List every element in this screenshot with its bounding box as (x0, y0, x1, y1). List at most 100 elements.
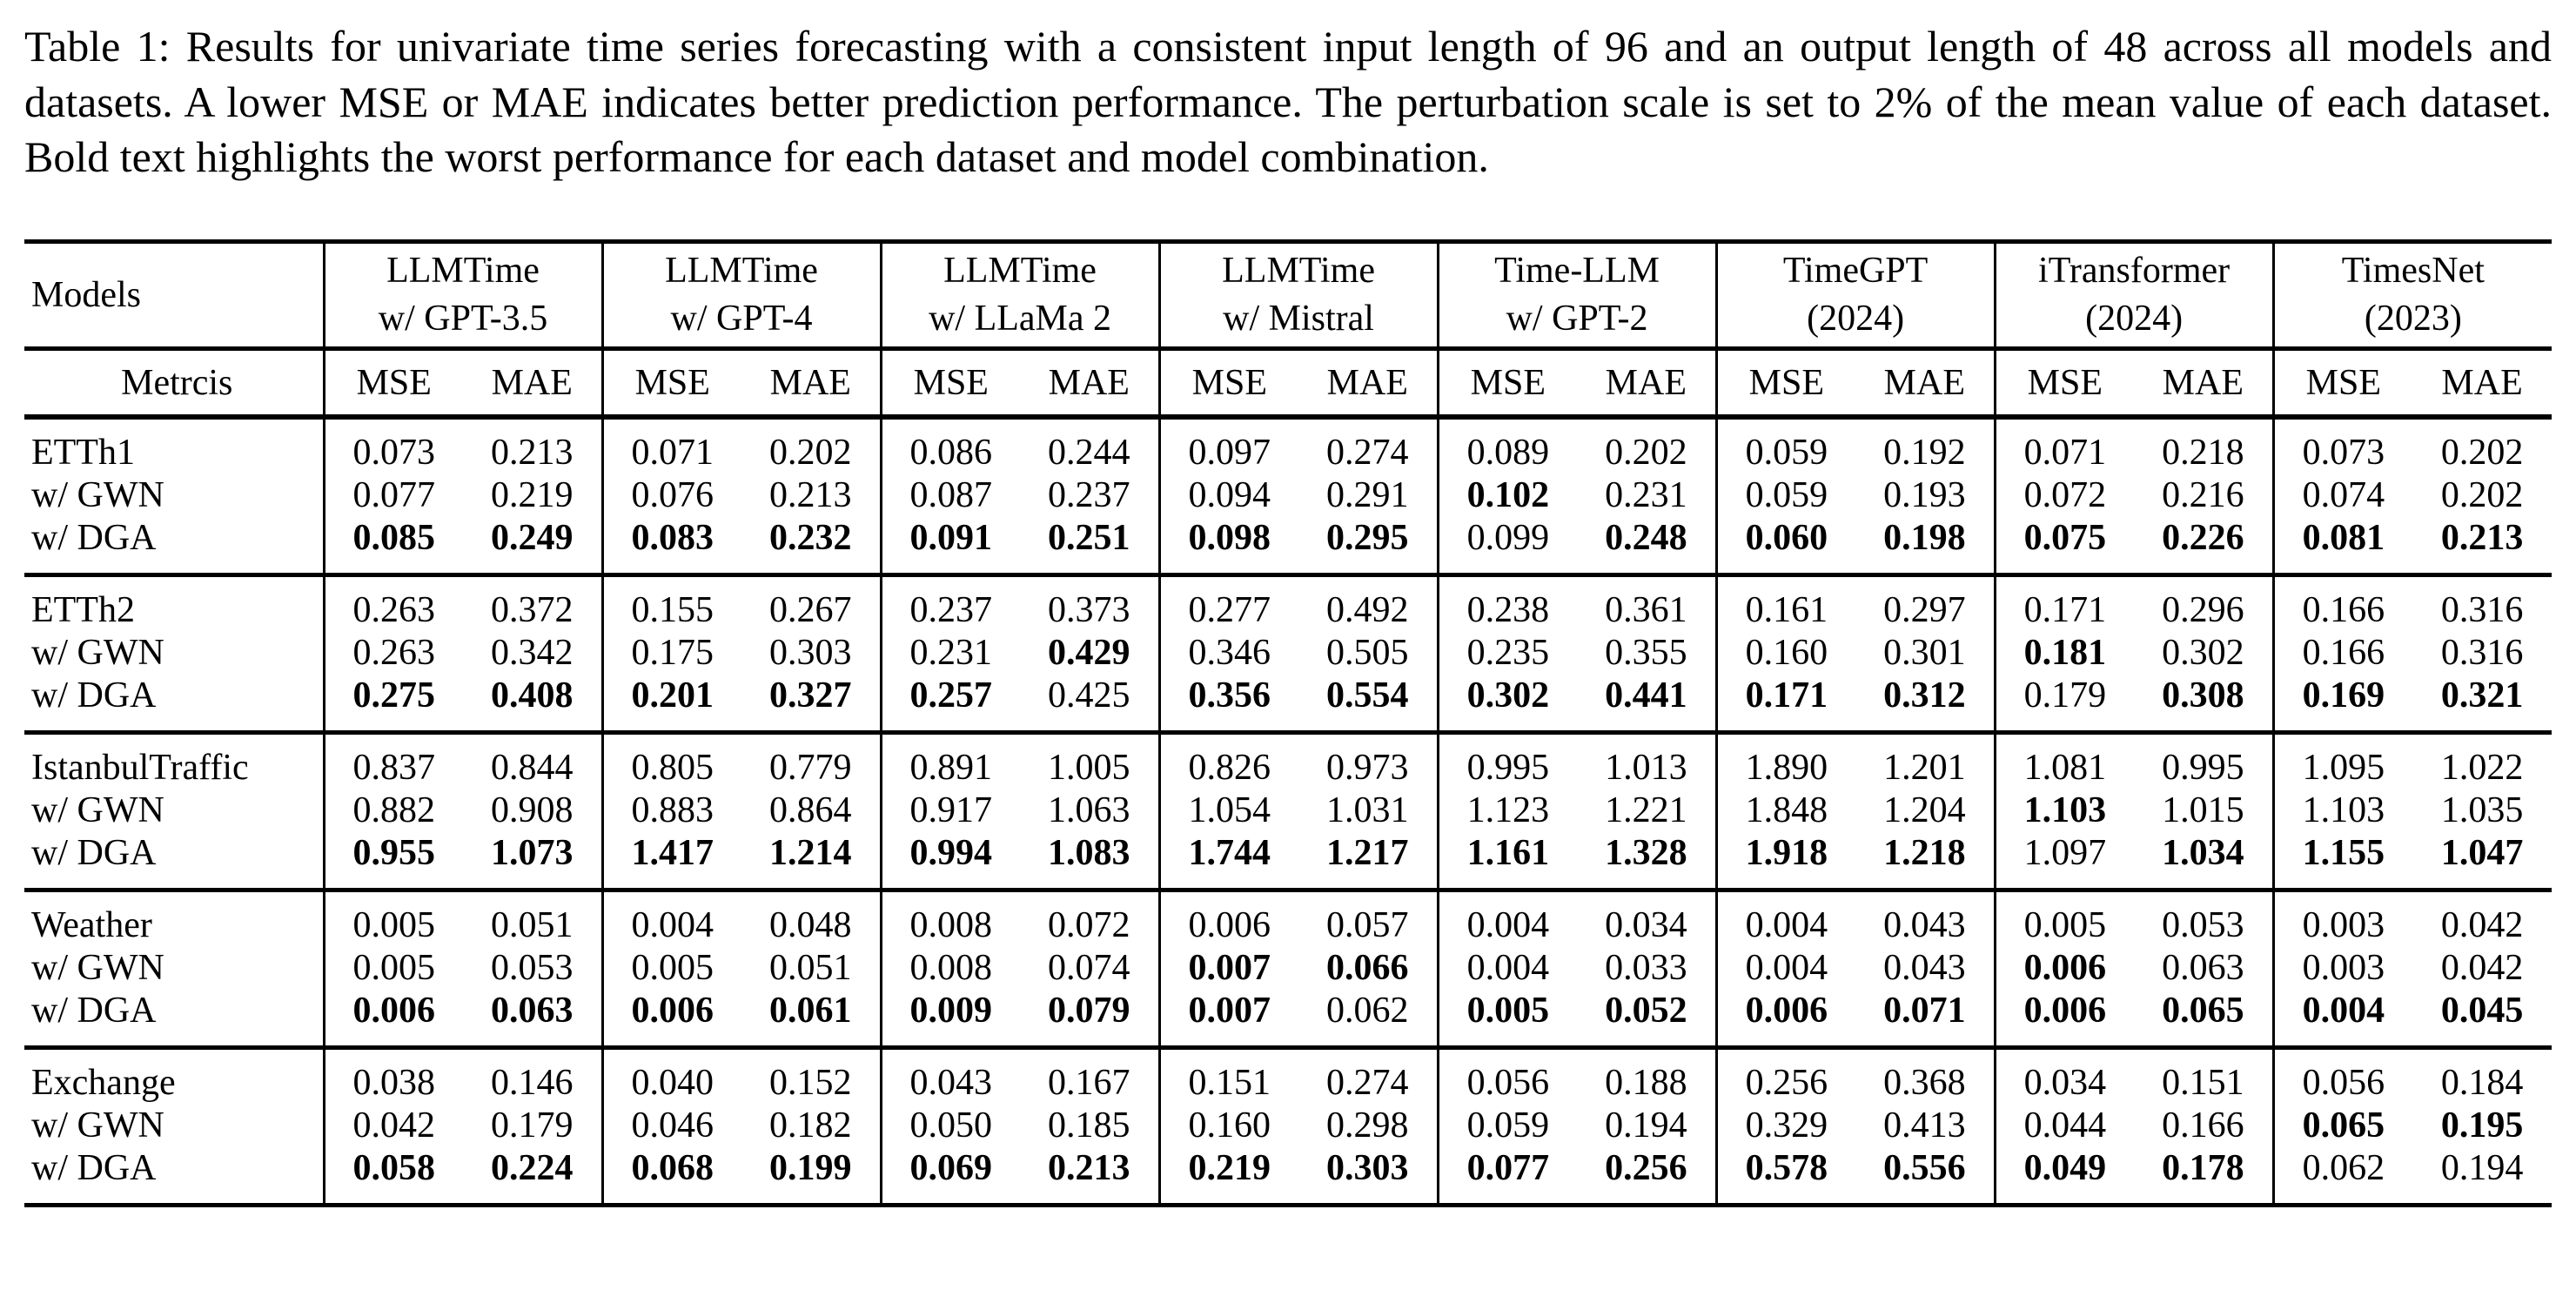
row-label: w/ DGA (31, 675, 157, 716)
metric-header-mae: MAE (2134, 348, 2274, 420)
value-cell: 0.046 (600, 1103, 742, 1147)
metric-header-mae: MAE (2412, 348, 2553, 420)
value-cell: 0.316 (2440, 632, 2524, 673)
value-cell: 0.038 (322, 1047, 463, 1104)
metric-header-mse: MSE (2271, 348, 2413, 420)
value-cell: 1.083 (1048, 832, 1130, 873)
value-cell: 1.103 (2271, 788, 2413, 832)
table-row: w/ GWN 0.263 0.342 0.175 0.303 0.231 0.429 0.34… (24, 630, 2552, 675)
value-cell: 0.034 (1993, 1047, 2135, 1104)
value-cell: 1.218 (1883, 832, 1966, 873)
metric-header-mse: MSE (1993, 348, 2135, 420)
value-cell: 0.908 (491, 789, 574, 830)
value-cell: 0.006 (1714, 989, 1856, 1048)
value-cell: 0.166 (2162, 1105, 2244, 1146)
row-label: w/ GWN (31, 947, 164, 988)
value-cell: 0.043 (879, 1047, 1021, 1104)
value-cell: 0.079 (1048, 990, 1130, 1031)
value-cell: 0.004 (1436, 890, 1578, 946)
model-name-line2: (2024) (1807, 298, 1905, 339)
value-cell: 0.089 (1436, 416, 1578, 474)
value-cell: 0.194 (2440, 1147, 2524, 1188)
dataset-group-etth2: ETTh2 0.263 0.372 0.155 0.267 0.237 0.373 0.277… (24, 574, 2553, 733)
value-cell: 0.006 (600, 989, 742, 1048)
value-cell: 0.179 (491, 1105, 574, 1146)
value-cell: 0.194 (1605, 1105, 1687, 1146)
value-cell: 0.492 (1326, 589, 1409, 630)
model-name-line2: w/ GPT-3.5 (378, 298, 548, 339)
value-cell: 0.219 (491, 474, 574, 515)
value-cell: 1.123 (1436, 788, 1578, 832)
value-cell: 0.179 (1993, 674, 2135, 733)
table-row: w/ DGA 0.275 0.408 0.201 0.327 0.257 0.425 0.35… (24, 674, 2552, 733)
value-cell: 0.040 (600, 1047, 742, 1104)
value-cell: 0.505 (1326, 632, 1409, 673)
value-cell: 0.057 (1326, 904, 1409, 945)
value-cell: 0.006 (1157, 890, 1299, 946)
value-cell: 0.007 (1157, 989, 1299, 1048)
value-cell: 0.062 (1326, 990, 1409, 1031)
value-cell: 0.216 (2162, 474, 2244, 515)
value-cell: 0.224 (491, 1147, 574, 1188)
row-label: w/ GWN (31, 474, 164, 515)
value-cell: 0.077 (322, 473, 463, 517)
value-cell: 0.231 (879, 630, 1021, 675)
value-cell: 0.263 (322, 630, 463, 675)
value-cell: 0.063 (2162, 947, 2244, 988)
value-cell: 0.042 (2440, 904, 2524, 945)
value-cell: 0.232 (769, 517, 852, 558)
value-cell: 0.043 (1883, 904, 1966, 945)
value-cell: 0.178 (2162, 1147, 2244, 1188)
value-cell: 0.072 (1993, 473, 2135, 517)
row-label: w/ GWN (31, 1105, 164, 1146)
value-cell: 0.244 (1048, 432, 1130, 473)
row-label: w/ DGA (31, 517, 157, 558)
value-cell: 0.005 (1993, 890, 2135, 946)
paper-page: Table 1: Results for univariate time ser… (24, 22, 2553, 1207)
value-cell: 1.005 (1048, 747, 1130, 788)
value-cell: 0.198 (1883, 517, 1966, 558)
model-name-line1: LLMTime (1222, 250, 1375, 291)
value-cell: 0.308 (2162, 675, 2244, 716)
model-header-3: LLMTime w/ Mistral (1157, 239, 1439, 352)
value-cell: 0.151 (2162, 1062, 2244, 1103)
dataset-group-weather: Weather 0.005 0.051 0.004 0.048 0.008 0.072 0.0… (24, 890, 2553, 1048)
model-header-0: LLMTime w/ GPT-3.5 (322, 239, 603, 352)
value-cell: 0.161 (1714, 574, 1856, 631)
dataset-group-exchange: Exchange 0.038 0.146 0.040 0.152 0.043 0.167 0.… (24, 1047, 2553, 1206)
dataset-group-etth1: ETTh1 0.073 0.213 0.071 0.202 0.086 0.244 0.097… (24, 416, 2553, 575)
value-cell: 0.059 (1714, 416, 1856, 474)
value-cell: 0.033 (1605, 947, 1687, 988)
value-cell: 0.356 (1157, 674, 1299, 733)
model-header-7: TimesNet (2023) (2271, 239, 2553, 352)
value-cell: 1.013 (1605, 747, 1687, 788)
value-cell: 1.204 (1883, 789, 1966, 830)
value-cell: 1.035 (2440, 789, 2524, 830)
value-cell: 0.882 (322, 788, 463, 832)
value-cell: 0.056 (1436, 1047, 1578, 1104)
results-table: Models LLMTime w/ GPT-3.5 LLMTime w/ GPT-4 LL… (24, 239, 2553, 1207)
value-cell: 1.328 (1605, 832, 1687, 873)
model-name-line1: Time-LLM (1494, 250, 1660, 291)
model-name-line2: w/ GPT-2 (1506, 298, 1648, 339)
model-name-line1: LLMTime (665, 250, 818, 291)
model-name-line2: (2023) (2364, 298, 2462, 339)
value-cell: 1.063 (1048, 789, 1130, 830)
metric-header-mae: MAE (1577, 348, 1717, 420)
value-cell: 0.408 (491, 675, 574, 716)
value-cell: 0.004 (1436, 945, 1578, 990)
model-name-line2: w/ LLaMa 2 (929, 298, 1112, 339)
value-cell: 0.425 (1048, 675, 1130, 716)
value-cell: 1.890 (1714, 732, 1856, 789)
value-cell: 0.316 (2440, 589, 2524, 630)
value-cell: 0.213 (1048, 1147, 1130, 1188)
value-cell: 0.006 (322, 989, 463, 1048)
value-cell: 0.201 (600, 674, 742, 733)
caption-text: Table 1: Results for univariate time ser… (24, 22, 2552, 181)
value-cell: 0.263 (322, 574, 463, 631)
value-cell: 0.891 (879, 732, 1021, 789)
value-cell: 1.073 (491, 832, 574, 873)
value-cell: 0.073 (2271, 416, 2413, 474)
value-cell: 0.052 (1605, 990, 1687, 1031)
value-cell: 0.063 (491, 990, 574, 1031)
